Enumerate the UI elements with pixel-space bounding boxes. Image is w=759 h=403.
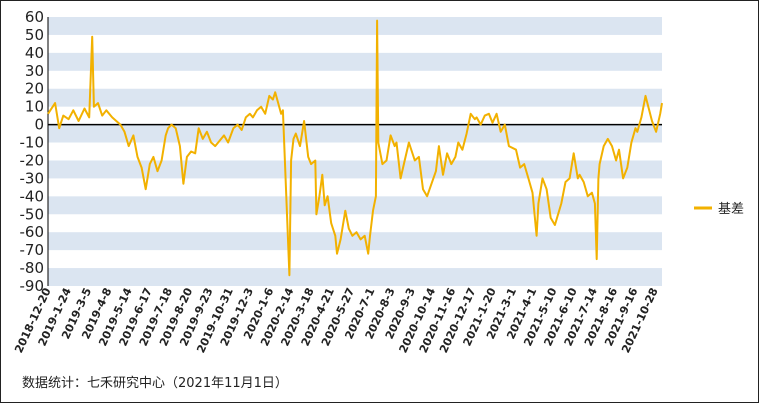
grid-band xyxy=(48,268,662,286)
y-tick-label: -80 xyxy=(20,259,45,277)
y-tick-label: -50 xyxy=(20,205,45,223)
grid-band xyxy=(48,196,662,215)
y-tick-label: 50 xyxy=(25,26,44,44)
x-axis: 2018-12-202019-1-242019-3-52019-4-82019-… xyxy=(12,285,661,355)
y-tick-label: -20 xyxy=(20,151,45,169)
y-tick-label: -90 xyxy=(20,277,45,295)
footnote: 数据统计：七禾研究中心（2021年11月1日） xyxy=(22,376,288,391)
grid-bands xyxy=(48,17,662,286)
y-tick-label: -30 xyxy=(20,169,45,187)
y-tick-label: 10 xyxy=(25,98,44,116)
y-tick-label: -60 xyxy=(20,223,45,241)
series-line-jicha xyxy=(47,19,663,277)
y-tick-label: 0 xyxy=(34,116,44,134)
grid-band xyxy=(48,232,662,251)
grid-band xyxy=(48,160,662,179)
grid-band xyxy=(48,52,662,71)
legend-label: 基差 xyxy=(718,202,744,217)
y-tick-label: 60 xyxy=(25,8,44,26)
y-tick-label: 40 xyxy=(25,44,44,62)
grid-band xyxy=(48,88,662,107)
y-tick-label: 20 xyxy=(25,80,44,98)
y-tick-label: -40 xyxy=(20,187,45,205)
y-tick-label: -10 xyxy=(20,134,45,152)
grid-band xyxy=(48,124,662,143)
y-tick-label: 30 xyxy=(25,62,44,80)
grid-band xyxy=(48,17,662,35)
y-tick-label: -70 xyxy=(20,241,45,259)
legend: 基差 xyxy=(694,202,744,217)
